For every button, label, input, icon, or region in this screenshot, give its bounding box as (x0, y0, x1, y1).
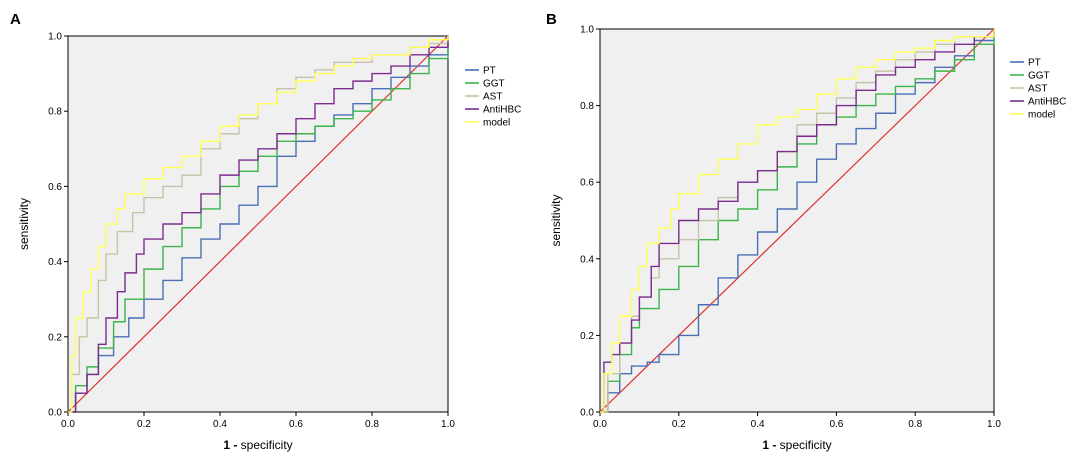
y-tick-label: 0.0 (580, 408, 594, 419)
reference-diagonal-line (67, 35, 449, 413)
x-tick-label: 1.0 (441, 419, 455, 430)
legend-label-ggt: GGT (483, 79, 505, 90)
x-tick-label: 0.0 (61, 419, 75, 430)
legend-label-antihbc: AntiHBC (483, 105, 521, 116)
x-axis-title-rest: specificity (776, 438, 831, 452)
roc-panel-b: B 0.0 0.2 0.4 0.6 0.8 1.0 0.0 0.2 0.4 0.6 0.8 1.0 1 -… (540, 0, 1084, 462)
series-line-model (68, 36, 449, 413)
x-tick-label: 0.8 (365, 419, 379, 430)
series-line-pt (68, 43, 449, 413)
x-tick-label: 0.8 (908, 419, 922, 430)
x-tick-label: 0.0 (593, 419, 607, 430)
y-axis-title: sensitivity (549, 194, 563, 246)
x-tick-label: 0.4 (751, 419, 765, 430)
y-axis-title: sensitivity (17, 198, 31, 250)
x-axis-title: 1 - specificity (223, 438, 292, 452)
series-line-antihbc (600, 29, 995, 413)
x-tick-label: 1.0 (987, 419, 1001, 430)
y-tick-label: 0.0 (48, 408, 62, 419)
y-tick-label: 0.6 (48, 182, 62, 193)
x-tick-label: 0.6 (289, 419, 303, 430)
y-tick-label: 0.4 (580, 254, 594, 265)
x-axis-title-bold: 1 - (223, 438, 237, 452)
legend-label-ggt: GGT (1028, 71, 1050, 82)
x-tick-label: 0.6 (829, 419, 843, 430)
y-tick-label: 0.8 (48, 107, 62, 118)
series-line-antihbc (68, 36, 449, 413)
roc-panel-a: A 0.0 0.2 0.4 0.6 0.8 1.0 0.0 0.2 0.4 0.6 0.8 1.0 1 -… (0, 0, 540, 462)
y-tick-label: 0.4 (48, 257, 62, 268)
reference-diagonal-line (599, 28, 995, 413)
panel-label-a: A (10, 11, 21, 28)
y-tick-label: 0.8 (580, 101, 594, 112)
series-line-model (600, 29, 995, 413)
legend-label-model: model (1028, 110, 1055, 121)
roc-chart-a: A 0.0 0.2 0.4 0.6 0.8 1.0 0.0 0.2 0.4 0.6 0.8 1.0 1 -… (10, 11, 521, 452)
legend-label-ast: AST (1028, 84, 1047, 95)
roc-chart-b: B 0.0 0.2 0.4 0.6 0.8 1.0 0.0 0.2 0.4 0.6 0.8 1.0 1 -… (546, 11, 1066, 452)
x-tick-label: 0.2 (672, 419, 686, 430)
y-tick-label: 0.2 (48, 332, 62, 343)
x-axis-title-rest: specificity (237, 438, 292, 452)
legend-label-pt: PT (483, 66, 496, 77)
x-tick-label: 0.2 (137, 419, 151, 430)
legend-label-ast: AST (483, 92, 502, 103)
panel-label-b: B (546, 11, 557, 28)
series-line-pt (600, 29, 995, 413)
y-tick-label: 1.0 (48, 32, 62, 43)
legend-label-model: model (483, 118, 510, 129)
y-tick-label: 0.2 (580, 331, 594, 342)
x-axis-title-bold: 1 - (762, 438, 776, 452)
x-axis-title: 1 - specificity (762, 438, 831, 452)
x-tick-label: 0.4 (213, 419, 227, 430)
y-tick-label: 0.6 (580, 178, 594, 189)
legend-label-pt: PT (1028, 58, 1041, 69)
y-tick-label: 1.0 (580, 25, 594, 36)
legend-label-antihbc: AntiHBC (1028, 97, 1066, 108)
